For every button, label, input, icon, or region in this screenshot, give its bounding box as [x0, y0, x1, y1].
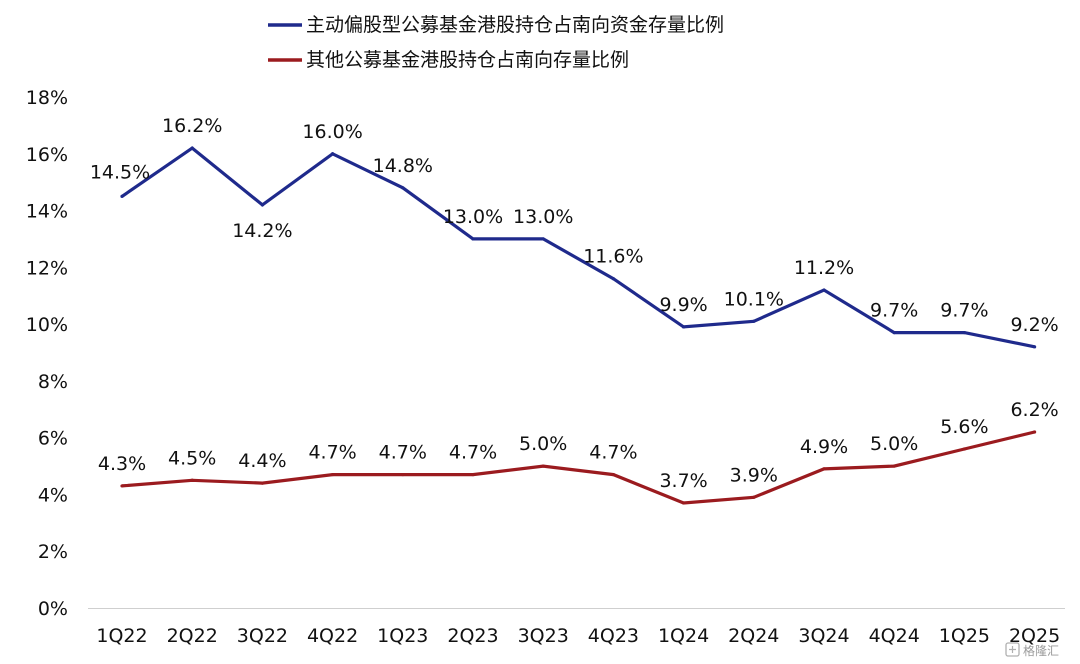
data-point [401, 472, 405, 477]
y-tick-label: 2% [38, 541, 68, 563]
y-tick-label: 6% [38, 428, 68, 450]
series-line [121, 146, 1035, 349]
data-point [190, 478, 194, 482]
data-label: 14.8% [373, 155, 433, 177]
data-label: 3.9% [730, 464, 778, 486]
data-point [331, 152, 335, 156]
data-label: 9.9% [659, 294, 707, 316]
data-label: 4.7% [589, 442, 637, 464]
x-tick-label: 2Q22 [167, 625, 218, 647]
y-tick-label: 12% [26, 257, 68, 279]
data-label: 11.2% [794, 257, 854, 279]
data-point [471, 237, 475, 241]
data-label: 5.6% [940, 416, 988, 438]
data-label: 11.6% [583, 246, 643, 268]
y-tick-label: 4% [38, 484, 68, 506]
data-point [401, 186, 405, 190]
x-tick-label: 4Q23 [588, 625, 639, 647]
data-label: 4.3% [98, 453, 146, 475]
x-tick-label: 1Q25 [939, 625, 990, 647]
legend-entry-label: 主动偏股型公募基金港股持仓占南向资金存量比例 [306, 14, 724, 36]
data-point [120, 194, 124, 198]
y-tick-label: 14% [26, 201, 68, 223]
y-tick-label: 16% [26, 144, 68, 166]
data-label: 4.5% [168, 447, 216, 469]
data-point [611, 472, 616, 477]
watermark: 格隆汇 [1005, 642, 1059, 658]
x-tick-label: 2Q24 [728, 625, 779, 647]
data-label: 4.7% [308, 442, 356, 464]
data-point [1033, 430, 1037, 434]
data-label: 9.7% [940, 300, 988, 322]
data-point [682, 501, 686, 505]
data-point [822, 288, 826, 292]
data-label: 9.2% [1010, 314, 1058, 336]
series-line [121, 430, 1035, 505]
y-tick-label: 0% [38, 598, 68, 620]
x-tick-label: 4Q22 [307, 625, 358, 647]
x-tick-label: 3Q24 [798, 625, 849, 647]
data-label: 6.2% [1010, 399, 1058, 421]
x-tick-label: 1Q24 [658, 625, 709, 647]
data-point [892, 331, 896, 335]
x-tick-label: 1Q22 [96, 625, 147, 647]
data-point [120, 484, 124, 488]
data-point [331, 472, 335, 477]
data-point [822, 467, 826, 471]
x-tick-label: 4Q24 [869, 625, 920, 647]
series-layer: 14.5% 16.2% 14.2% 16.0% 14.8% 13.0% 13.0% 11.6%… [90, 115, 1059, 505]
data-point [541, 464, 545, 468]
y-tick-label: 18% [26, 87, 68, 109]
x-tick-label: 2Q25 [1009, 625, 1060, 647]
data-label: 14.5% [90, 161, 150, 183]
x-tick-label: 2Q23 [447, 625, 498, 647]
data-point [752, 495, 756, 499]
legend-entry-label: 其他公募基金港股持仓占南向存量比例 [306, 49, 629, 71]
x-tick-label: 3Q23 [518, 625, 569, 647]
data-point [962, 331, 967, 335]
data-label: 3.7% [659, 470, 707, 492]
data-point [260, 203, 264, 207]
data-label: 9.7% [870, 300, 918, 322]
data-label: 16.0% [302, 121, 362, 143]
data-point [190, 146, 194, 150]
x-axis: 1Q22 2Q22 3Q22 4Q22 1Q23 2Q23 3Q23 4Q23 1Q24 2Q24… [88, 608, 1065, 647]
data-label: 13.0% [443, 206, 503, 228]
data-label: 4.9% [800, 436, 848, 458]
data-label: 5.0% [870, 433, 918, 455]
data-label: 4.7% [449, 442, 497, 464]
data-label: 5.0% [519, 433, 567, 455]
data-point [962, 447, 967, 451]
data-label: 16.2% [162, 115, 222, 137]
data-point [682, 325, 686, 329]
data-point [541, 237, 545, 241]
data-label: 14.2% [232, 220, 292, 242]
y-tick-label: 10% [26, 314, 68, 336]
series-1: 4.3% 4.5% 4.4% 4.7% 4.7% 4.7% 5.0% 4.7% 3.7% 3.9%… [98, 399, 1059, 505]
data-point [1033, 345, 1037, 349]
data-label: 13.0% [513, 206, 573, 228]
data-point [611, 277, 616, 281]
data-point [471, 472, 475, 477]
data-label: 10.1% [724, 288, 784, 310]
data-label: 4.7% [379, 442, 427, 464]
series-0: 14.5% 16.2% 14.2% 16.0% 14.8% 13.0% 13.0% 11.6%… [90, 115, 1059, 349]
watermark-logo-icon [1005, 642, 1020, 657]
y-tick-label: 8% [38, 371, 68, 393]
x-tick-label: 1Q23 [377, 625, 428, 647]
y-axis: 0% 2% 4% 6% 8% 10% 12% 14% 16% 18% [26, 87, 68, 620]
data-point [752, 319, 756, 323]
data-point [260, 481, 264, 485]
watermark-text: 格隆汇 [1023, 643, 1059, 658]
data-point [892, 464, 896, 468]
data-label: 4.4% [238, 450, 286, 472]
x-tick-label: 3Q22 [237, 625, 288, 647]
